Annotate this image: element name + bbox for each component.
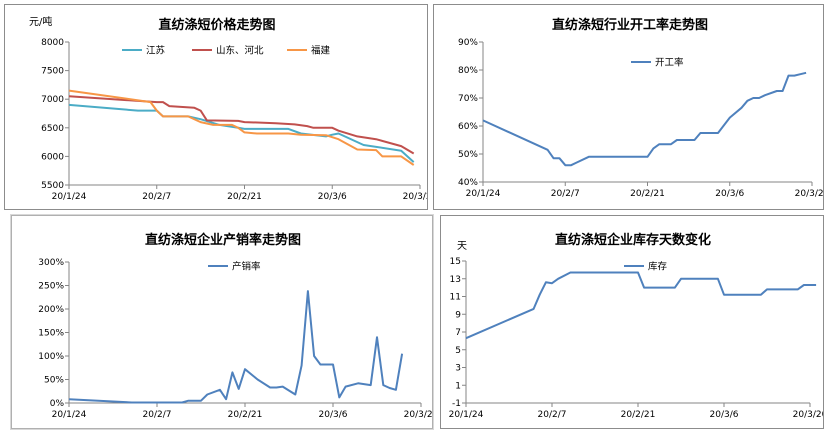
- y-tick-label: 15: [450, 257, 461, 267]
- x-tick-label: 20/1/24: [52, 410, 87, 420]
- y-tick-label: 200%: [38, 305, 64, 315]
- x-tick-label: 20/2/21: [630, 189, 665, 199]
- y-tick-label: 70%: [458, 94, 478, 104]
- operating-rate-chart: 直纺涤短行业开工率走势图 40% 50% 60% 70% 80% 90% 20/1/24 20…: [458, 17, 824, 199]
- y-tick-label: 50%: [44, 376, 64, 386]
- y-tick-label: 8000: [41, 38, 64, 48]
- y-tick-label: 0%: [50, 399, 65, 409]
- legend-label: 库存: [648, 261, 668, 273]
- x-tick-label: 20/2/7: [142, 192, 171, 202]
- y-tick-label: 1: [455, 381, 461, 391]
- series-line-0: [465, 271, 817, 340]
- price-chart: 直纺涤短价格走势图 元/吨 5500 6000 6500 7000 7500 8000 20…: [29, 15, 428, 202]
- y-tick-label: 300%: [38, 258, 64, 268]
- x-tick-label: 20/3/6: [715, 189, 744, 199]
- x-tick-label: 20/3/20: [793, 410, 824, 420]
- y-tick-label: 40%: [458, 178, 478, 188]
- y-tick-label: 50%: [458, 150, 478, 160]
- x-tick-label: 20/2/21: [227, 192, 262, 202]
- chart-title: 直纺涤短价格走势图: [158, 17, 275, 33]
- price-chart-panel[interactable]: 直纺涤短价格走势图 元/吨 5500 6000 6500 7000 7500 8000 20…: [4, 4, 428, 210]
- y-tick-label: 13: [450, 275, 461, 285]
- y-tick-label: 250%: [38, 282, 64, 292]
- y-tick-label: 150%: [38, 329, 64, 339]
- x-tick-label: 20/1/24: [466, 189, 501, 199]
- x-tick-label: 20/3/20: [403, 192, 428, 202]
- x-tick-label: 20/1/24: [52, 192, 87, 202]
- chart-title: 直纺涤短企业产销率走势图: [145, 232, 301, 248]
- inventory-days-chart-panel[interactable]: 直纺涤短企业库存天数变化 天 -1 1 3 5 7 9 11 13 15 20/1/24 20/2/…: [440, 215, 824, 429]
- sales-ratio-chart-panel[interactable]: 直纺涤短企业产销率走势图 0% 50% 100% 150% 200% 250% 300% 20…: [11, 215, 433, 429]
- series-line-0: [68, 103, 415, 163]
- chart-title: 直纺涤短企业库存天数变化: [555, 232, 711, 248]
- x-tick-label: 20/2/7: [551, 189, 580, 199]
- y-tick-label: 7: [455, 328, 461, 338]
- x-tick-label: 20/1/24: [449, 410, 484, 420]
- x-tick-label: 20/2/7: [538, 410, 567, 420]
- y-tick-label: 80%: [458, 66, 478, 76]
- legend-label: 产销率: [232, 261, 261, 273]
- sales-ratio-chart: 直纺涤短企业产销率走势图 0% 50% 100% 150% 200% 250% 300% 20…: [38, 232, 433, 420]
- y-tick-label: 7500: [41, 67, 64, 77]
- y-tick-label: 5: [455, 346, 461, 356]
- x-tick-label: 20/3/20: [404, 410, 433, 420]
- operating-rate-chart-panel[interactable]: 直纺涤短行业开工率走势图 40% 50% 60% 70% 80% 90% 20/1/24 20…: [433, 4, 824, 210]
- x-tick-label: 20/2/21: [228, 410, 263, 420]
- y-tick-label: 60%: [458, 122, 478, 132]
- y-tick-label: 11: [450, 293, 461, 303]
- series-line-0: [68, 290, 404, 404]
- y-axis-unit: 元/吨: [29, 15, 52, 28]
- y-tick-label: 6500: [41, 124, 64, 134]
- y-tick-label: 6000: [41, 152, 64, 162]
- series-line-0: [482, 71, 807, 167]
- x-tick-label: 20/2/7: [143, 410, 172, 420]
- y-tick-label: 7000: [41, 95, 64, 105]
- x-tick-label: 20/2/21: [621, 410, 656, 420]
- y-axis-unit: 天: [457, 241, 467, 252]
- y-tick-label: 90%: [458, 38, 478, 48]
- y-tick-label: 3: [455, 364, 461, 374]
- chart-title: 直纺涤短行业开工率走势图: [552, 17, 708, 33]
- legend-label: 山东、河北: [216, 45, 264, 57]
- x-tick-label: 20/3/20: [795, 189, 824, 199]
- y-tick-label: 100%: [38, 352, 64, 362]
- series-line-2: [68, 89, 415, 166]
- x-tick-label: 20/3/6: [318, 192, 347, 202]
- legend-label: 江苏: [146, 45, 166, 57]
- x-tick-label: 20/3/6: [710, 410, 739, 420]
- legend-label: 福建: [311, 45, 331, 57]
- x-tick-label: 20/3/6: [319, 410, 348, 420]
- y-tick-label: -1: [452, 399, 461, 409]
- y-tick-label: 5500: [41, 181, 64, 191]
- y-tick-label: 9: [455, 310, 461, 320]
- series-line-1: [68, 95, 415, 155]
- legend-label: 开工率: [655, 57, 684, 69]
